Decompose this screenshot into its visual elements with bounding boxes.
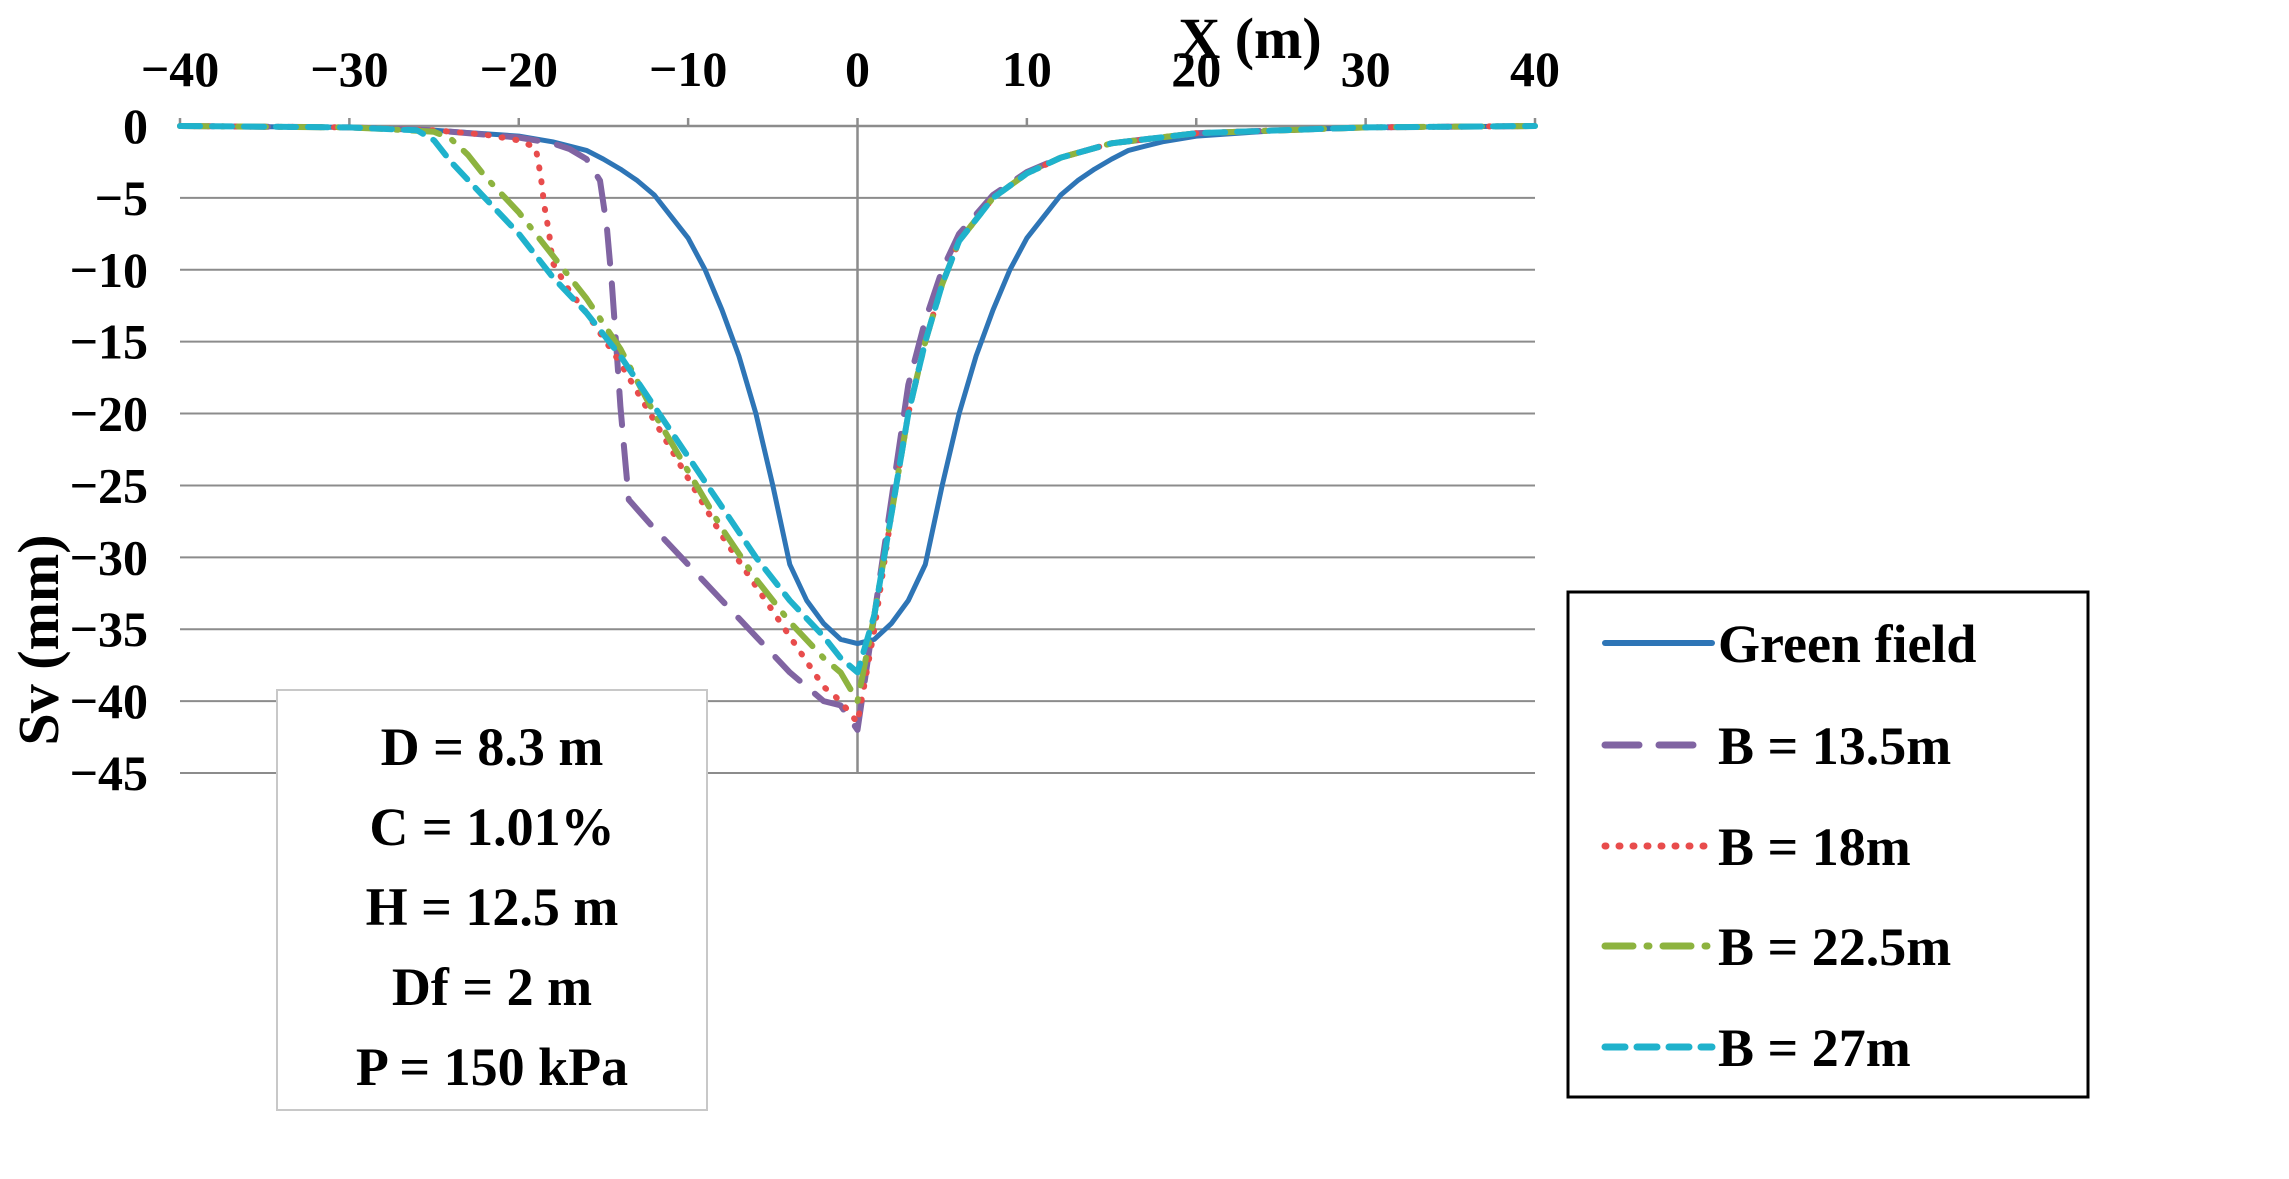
annotation-line-d: D = 8.3 m bbox=[381, 717, 604, 777]
y-tick-label: −15 bbox=[70, 314, 149, 370]
annotation-line-c: C = 1.01% bbox=[369, 797, 614, 857]
annotation-line-h: H = 12.5 m bbox=[366, 877, 619, 937]
x-tick-label: 0 bbox=[845, 41, 870, 97]
tick-label-layer: 0 −5 −10 −15 −20 −25 −30 −35 −40 −45 −40 −30 −20 −10 0… bbox=[70, 41, 1561, 801]
y-tick-label: 0 bbox=[123, 98, 148, 154]
y-tick-label: −10 bbox=[70, 242, 149, 298]
legend-frame bbox=[1566, 590, 2090, 1099]
legend-entry-b-22-5: B = 22.5m bbox=[1601, 917, 1951, 977]
annotation-line-df: Df = 2 m bbox=[392, 957, 592, 1017]
legend-entry-b-13-5: B = 13.5m bbox=[1601, 716, 1951, 776]
x-tick-label: 30 bbox=[1341, 41, 1391, 97]
y-tick-label: −25 bbox=[70, 457, 149, 513]
series-line-b-27m bbox=[177, 123, 1538, 676]
x-tick-label: 20 bbox=[1171, 41, 1221, 97]
legend-label-b-22-5: B = 22.5m bbox=[1718, 917, 1951, 977]
x-tick-label: 40 bbox=[1510, 41, 1560, 97]
x-tick-label: −20 bbox=[480, 41, 559, 97]
x-tick-label: 10 bbox=[1002, 41, 1052, 97]
legend-label-green-field: Green field bbox=[1718, 614, 1976, 674]
y-tick-label: −45 bbox=[70, 745, 149, 801]
legend-entry-green-field: Green field bbox=[1602, 614, 1976, 674]
y-tick-label: −20 bbox=[70, 386, 149, 442]
x-tick-label: −10 bbox=[649, 41, 728, 97]
legend-entry-b-27: B = 27m bbox=[1601, 1018, 1911, 1078]
y-tick-label: −35 bbox=[70, 601, 149, 657]
y-tick-label: −40 bbox=[70, 673, 149, 729]
y-tick-label: −5 bbox=[95, 170, 149, 226]
legend-label-b-18: B = 18m bbox=[1718, 817, 1911, 877]
annotation-box: D = 8.3 m C = 1.01% H = 12.5 m Df = 2 m … bbox=[276, 689, 708, 1111]
series-line-green-field bbox=[177, 123, 1538, 647]
x-axis-title: X (m) bbox=[1178, 6, 1321, 71]
annotation-box-frame bbox=[276, 689, 708, 1111]
y-axis-title: Sv (mm) bbox=[6, 534, 71, 745]
series-layer bbox=[177, 123, 1538, 733]
legend-entry-b-18: B = 18m bbox=[1601, 817, 1911, 877]
x-tick-label: −40 bbox=[141, 41, 220, 97]
x-tick-label: −30 bbox=[310, 41, 389, 97]
legend-label-b-27: B = 27m bbox=[1718, 1018, 1911, 1078]
legend: Green field B = 13.5m B = 18m B = 22.5m … bbox=[1566, 590, 2090, 1099]
y-tick-label: −30 bbox=[70, 529, 149, 585]
legend-label-b-13-5: B = 13.5m bbox=[1718, 716, 1951, 776]
annotation-line-p: P = 150 kPa bbox=[356, 1037, 628, 1097]
